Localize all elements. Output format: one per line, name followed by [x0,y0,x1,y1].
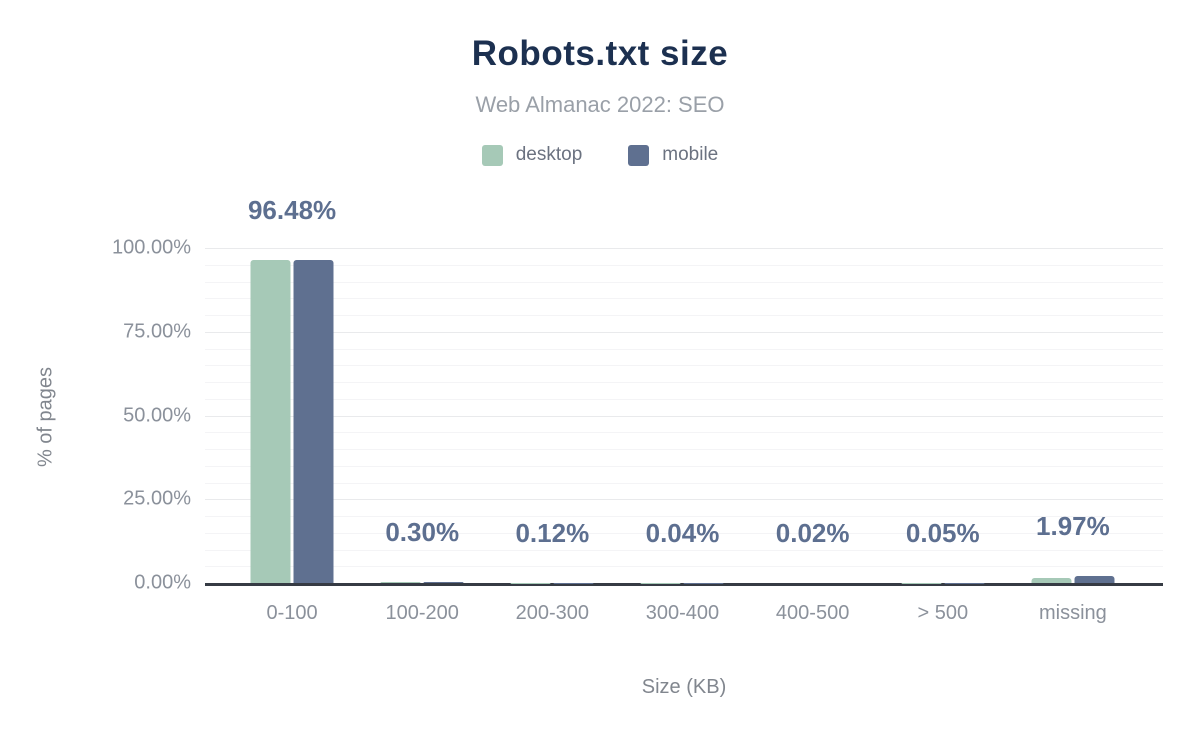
gridline-60 [205,382,1163,383]
y-tick-100.00%: 100.00% [112,236,191,259]
x-tick-0-100: 0-100 [266,602,318,624]
y-axis-title: % of pages [34,366,57,468]
data-label-300-400: 0.04% [645,517,720,548]
x-tick-missing: missing [1039,602,1107,624]
x-axis-title: Size (KB) [641,676,727,698]
data-label-0-100: 96.48% [247,194,337,225]
bars-row: 96.48% 0-100 0.30% 100-200 0.12% 200-300 0.04%… [205,195,1163,624]
bar-mobile-100-200 [423,582,464,583]
legend-item-desktop: desktop [481,144,583,166]
legend-label-desktop: desktop [515,144,583,165]
category-300-400: 0.04% 300-400 [617,248,747,624]
x-tick-200-300: 200-300 [515,602,590,624]
gridline-45 [205,432,1163,434]
plot-area: 100.00% 75.00% 50.00% 25.00% 0.00% 96.48% 0-1… [112,195,1163,624]
data-label-missing: 1.97% [1036,511,1110,542]
category-100-200: 0.30% 100-200 [357,248,487,624]
y-tick-25.00%: 25.00% [123,487,191,510]
gridline-75 [205,331,1163,333]
desktop-swatch-icon [481,144,503,166]
gridline-15 [205,532,1163,534]
y-tick-75.00%: 75.00% [123,320,191,343]
gridline-65 [205,365,1163,367]
bar-desktop-0-100 [250,260,291,583]
x-tick-400-500: 400-500 [775,602,850,624]
x-tick-> 500: > 500 [917,602,969,624]
gridline-35 [205,465,1163,467]
gridline-85 [205,298,1163,300]
gridline-5 [205,566,1163,568]
gridline-20 [205,516,1163,517]
data-label-> 500: 0.05% [905,517,980,548]
y-tick-50.00%: 50.00% [123,404,191,426]
category-400-500: 0.02% 400-500 [748,248,878,624]
category-200-300: 0.12% 200-300 [487,248,617,624]
bar-mobile-0-100 [293,259,334,583]
bar-pair-missing [1031,576,1115,583]
gridline-100 [205,248,1163,249]
gridline-95 [205,264,1163,266]
bar-desktop-100-200 [380,582,421,583]
gridline-40 [205,449,1163,450]
data-label-100-200: 0.30% [385,517,460,547]
gridline-30 [205,482,1163,484]
gridline-25 [205,499,1163,501]
gridline-90 [205,281,1163,283]
gridline-50 [205,415,1163,417]
category-missing: 1.97% missing [1008,248,1138,624]
gridline-70 [205,348,1163,350]
bar-pair-0-100 [250,259,334,583]
bar-desktop-missing [1031,577,1072,583]
mobile-swatch-icon [628,144,650,166]
chart-subtitle: Web Almanac 2022: SEO [475,92,725,117]
gridline-55 [205,398,1163,400]
category-0-100: 96.48% 0-100 [227,195,357,624]
y-tick-0.00%: 0.00% [134,571,191,594]
legend: desktop mobile [0,144,1200,166]
x-tick-300-400: 300-400 [645,602,720,624]
data-label-400-500: 0.02% [775,517,850,548]
bar-mobile-missing [1074,576,1115,583]
bar-pair-100-200 [380,582,464,583]
gridline-80 [205,315,1163,316]
category-> 500: 0.05% > 500 [878,248,1008,624]
legend-item-mobile: mobile [628,144,718,166]
legend-label-mobile: mobile [662,144,719,165]
gridline-10 [205,549,1163,551]
chart-title: Robots.txt size [471,34,729,73]
data-label-200-300: 0.12% [515,517,590,548]
x-tick-100-200: 100-200 [385,602,459,624]
